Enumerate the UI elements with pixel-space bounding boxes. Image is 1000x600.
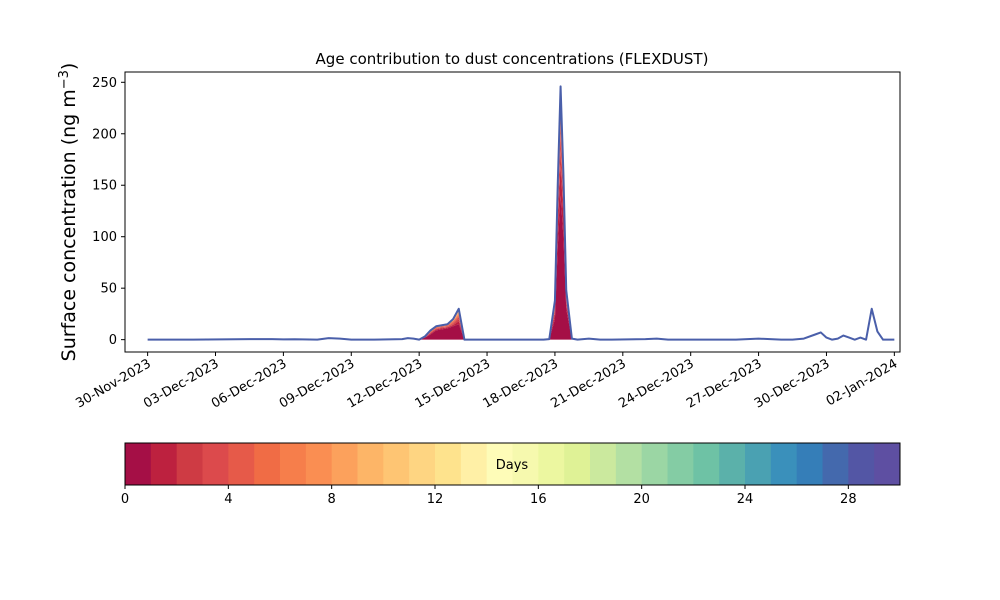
colorbar: 0 4 8 12 16 20 24 28 [121, 442, 901, 507]
chart-title: Age contribution to dust concentrations … [316, 50, 709, 68]
colorbar-swatch [486, 443, 513, 485]
colorbar-swatch [512, 443, 539, 485]
colorbar-swatch [254, 443, 281, 485]
y-tick-label: 150 [92, 179, 117, 194]
colorbar-swatch [125, 443, 152, 485]
plot-background [125, 72, 900, 352]
colorbar-tick-label: 20 [633, 492, 650, 507]
colorbar-swatch [305, 443, 333, 485]
colorbar-tick-label: 12 [427, 492, 444, 507]
colorbar-tick-label: 4 [224, 492, 232, 507]
x-axis: 30-Nov-202303-Dec-202306-Dec-202309-Dec-… [73, 352, 900, 412]
colorbar-swatch [590, 443, 617, 485]
x-tick-label: 30-Nov-2023 [73, 356, 153, 411]
colorbar-swatch [409, 443, 436, 485]
colorbar-swatch [667, 443, 694, 485]
x-tick-label: 15-Dec-2023 [413, 356, 493, 411]
colorbar-swatch [150, 443, 178, 485]
colorbar-swatch [796, 443, 823, 485]
x-tick-label: 27-Dec-2023 [684, 356, 764, 411]
colorbar-swatch [564, 443, 591, 485]
colorbar-tick-label: 0 [121, 492, 129, 507]
plot-area [124, 71, 901, 353]
colorbar-tick-label: 8 [328, 492, 336, 507]
colorbar-swatch [202, 443, 229, 485]
colorbar-tick-label: 28 [840, 492, 857, 507]
colorbar-swatch [331, 443, 358, 485]
y-tick-label: 100 [92, 230, 117, 245]
x-tick-label: 21-Dec-2023 [548, 356, 628, 411]
total-concentration-line [147, 85, 895, 341]
x-tick-label: 09-Dec-2023 [277, 356, 357, 411]
colorbar-swatch [848, 443, 875, 485]
colorbar-swatch [874, 443, 901, 485]
stacked-areas [147, 85, 895, 341]
colorbar-swatch [693, 443, 720, 485]
plot-frame [124, 71, 901, 353]
x-tick-label: 03-Dec-2023 [141, 356, 221, 411]
colorbar-swatch [745, 443, 772, 485]
y-axis: 0 50 100 150 200 250 [92, 76, 125, 348]
colorbar-tick-label: 24 [737, 492, 754, 507]
colorbar-swatch [280, 443, 307, 485]
y-tick-label: 0 [109, 333, 117, 348]
colorbar-frame [124, 442, 901, 486]
colorbar-swatch [770, 443, 798, 485]
colorbar-swatch [383, 443, 410, 485]
colorbar-swatch [357, 443, 384, 485]
x-tick-label: 30-Dec-2023 [752, 356, 832, 411]
colorbar-swatch [641, 443, 668, 485]
colorbar-tick-label: 16 [530, 492, 547, 507]
y-axis-label: Surface concentration (ng m−3) [57, 63, 80, 362]
x-tick-label: 18-Dec-2023 [481, 356, 561, 411]
colorbar-swatch [538, 443, 565, 485]
x-tick-label: 12-Dec-2023 [345, 356, 425, 411]
x-tick-label: 24-Dec-2023 [616, 356, 696, 411]
colorbar-swatch [228, 443, 255, 485]
colorbar-swatch [719, 443, 746, 485]
y-tick-label: 200 [92, 127, 117, 142]
colorbar-swatch [615, 443, 643, 485]
y-tick-label: 250 [92, 76, 117, 91]
colorbar-label: Days [496, 458, 529, 473]
colorbar-swatch [460, 443, 488, 485]
x-tick-label: 02-Jan-2024 [824, 356, 901, 409]
colorbar-swatch [176, 443, 203, 485]
y-tick-label: 50 [100, 282, 117, 297]
colorbar-swatch [822, 443, 849, 485]
colorbar-swatch [435, 443, 462, 485]
x-tick-label: 06-Dec-2023 [209, 356, 289, 411]
